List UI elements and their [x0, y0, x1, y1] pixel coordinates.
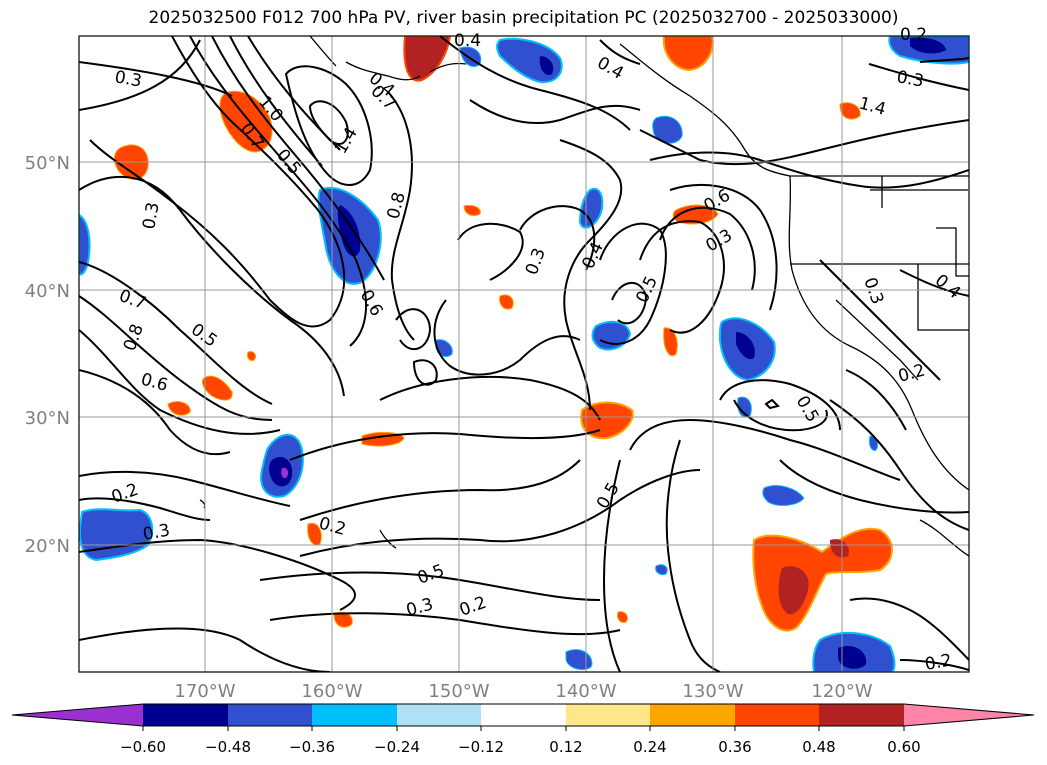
contour-label: 0.3 [139, 201, 163, 231]
lat-label-20n: 20°N [25, 536, 70, 557]
lat-label-40n: 40°N [25, 281, 70, 302]
colorbar-tick-label: 0.36 [718, 738, 751, 756]
colorbar-tick-label: −0.48 [205, 738, 251, 756]
colorbar-tick-label: −0.12 [458, 738, 504, 756]
colorbar-tick-label: −0.24 [374, 738, 420, 756]
colorbar-segment [735, 704, 819, 726]
plot-area [79, 36, 969, 672]
lon-label-120w: 120°W [811, 681, 872, 702]
colorbar-tick-label: 0.60 [887, 738, 920, 756]
colorbar-tick-label: −0.36 [289, 738, 335, 756]
lon-label-130w: 130°W [682, 681, 743, 702]
colorbar-segment [312, 704, 397, 726]
latitude-labels: 50°N 40°N 30°N 20°N [25, 153, 70, 557]
colorbar-tick-label: 0.24 [633, 738, 666, 756]
lon-label-140w: 140°W [555, 681, 616, 702]
longitude-labels: 170°W 160°W 150°W 140°W 130°W 120°W [174, 681, 872, 702]
lon-label-160w: 160°W [301, 681, 362, 702]
colorbar-extend-low [12, 704, 143, 726]
graticule [79, 36, 969, 672]
colorbar-tick-label: 0.12 [549, 738, 582, 756]
pv-contours [79, 36, 969, 672]
contour-label: 0.4 [454, 31, 481, 51]
colorbar-segment [819, 704, 904, 726]
colorbar-extend-high [904, 704, 1034, 726]
colorbar-tick-label: 0.48 [802, 738, 835, 756]
plot-frame [78, 35, 970, 673]
colorbar-segment [228, 704, 312, 726]
lon-label-170w: 170°W [174, 681, 235, 702]
map-title: 2025032500 F012 700 hPa PV, river basin … [148, 8, 899, 28]
contour-label: 0.2 [900, 25, 927, 45]
colorbar-segment [143, 704, 228, 726]
colorbar-segment [650, 704, 735, 726]
colorbar-segment [397, 704, 481, 726]
colorbar-segment [566, 704, 650, 726]
colorbar-segment [481, 704, 566, 726]
colorbar: −0.60 −0.48 −0.36 −0.24 −0.12 0.12 0.24 … [11, 703, 1035, 756]
contour-label: 0.3 [895, 67, 925, 91]
contour-label: 0.3 [141, 521, 171, 545]
lat-label-50n: 50°N [25, 153, 70, 174]
lon-label-150w: 150°W [428, 681, 489, 702]
contour-label: 0.3 [113, 67, 143, 91]
lat-label-30n: 30°N [25, 408, 70, 429]
colorbar-tick-label: −0.60 [120, 738, 166, 756]
contour-label: 0.2 [923, 651, 953, 675]
